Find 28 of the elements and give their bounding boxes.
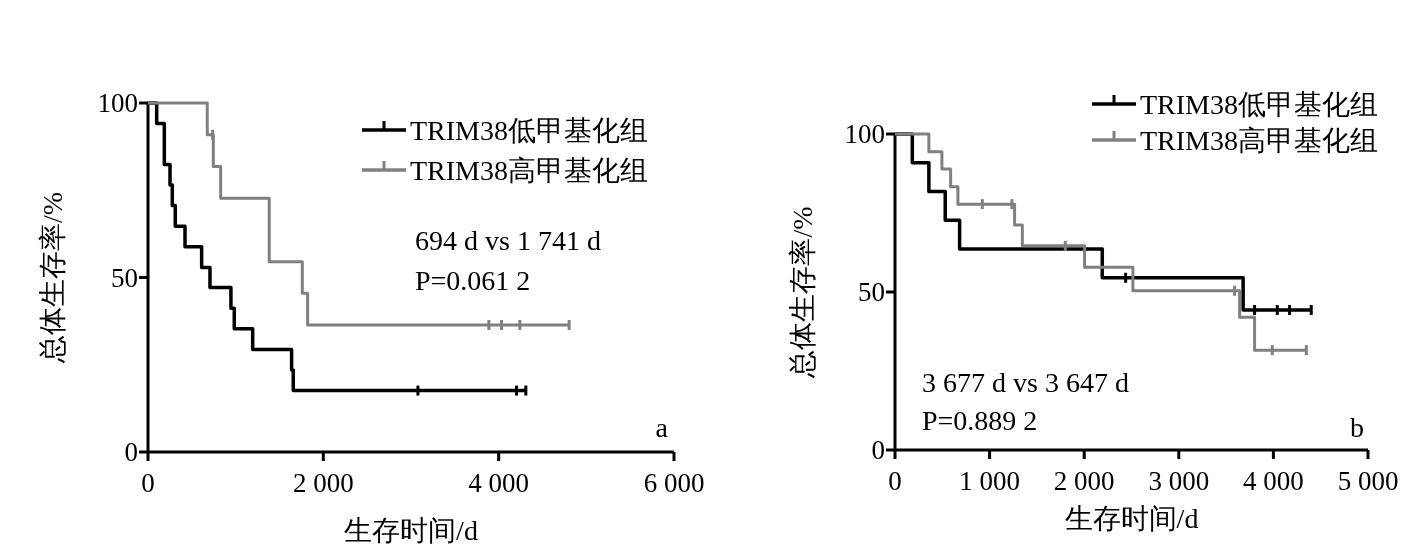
y-tick-label: 100 [97,88,138,118]
y-tick-label: 50 [111,262,138,293]
x-axis-title: 生存时间/d [344,515,478,546]
legend-label: TRIM38低甲基化组 [410,115,648,146]
legend-label: TRIM38高甲基化组 [1140,125,1378,156]
y-axis-title: 总体生存率/% [787,206,818,379]
y-tick-label: 50 [858,277,885,307]
y-tick-label: 0 [871,435,885,465]
x-tick-label: 1 000 [959,466,1020,496]
x-tick-label: 2 000 [292,468,354,498]
legend-label: TRIM38高甲基化组 [410,155,648,186]
x-tick-label: 2 000 [1053,466,1115,496]
x-tick-label: 5 000 [1337,466,1399,496]
annotation: 3 677 d vs 3 647 d [922,367,1129,398]
annotation: P=0.061 2 [415,265,531,296]
annotation: a [655,412,669,443]
x-axis-title: 生存时间/d [1064,503,1199,534]
annotation: P=0.889 2 [922,405,1038,436]
x-tick-label: 6 000 [643,468,705,498]
y-tick-label: 100 [844,119,885,149]
y-axis-title: 总体生存率/% [37,191,68,365]
y-tick-label: 0 [124,437,138,467]
annotation: b [1350,412,1364,443]
x-tick-label: 4 000 [468,468,530,498]
x-tick-label: 4 000 [1243,466,1304,496]
annotation: 694 d vs 1 741 d [415,225,601,256]
legend-label: TRIM38低甲基化组 [1140,89,1378,120]
x-tick-label: 3 000 [1148,466,1210,496]
